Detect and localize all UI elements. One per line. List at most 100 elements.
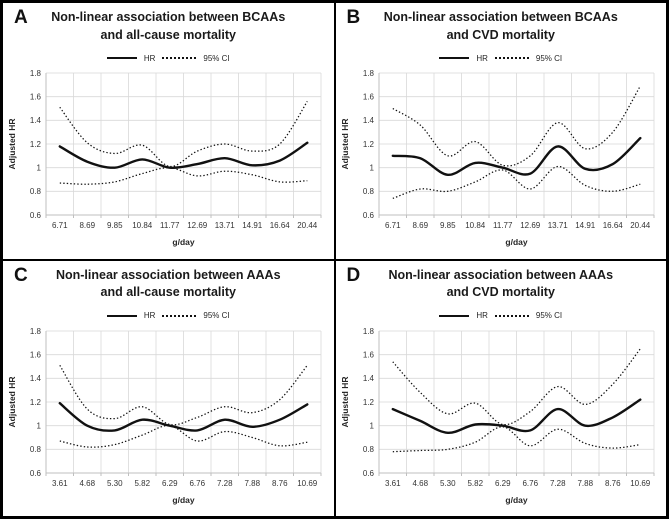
- panel-b-title-line2: and CVD mortality: [446, 27, 555, 42]
- panel-d-chart-title: Non-linear association between AAAs and …: [336, 267, 667, 302]
- axes: [378, 73, 655, 218]
- y-axis-labels: 0.6 0.8 1 1.2 1.4 1.6 1.8: [363, 69, 375, 220]
- panel-d-chart-plot: 0.6 0.8 1 1.2 1.4 1.6 1.8 3.61 4.68 5.30 5.82 6.29 6…: [340, 326, 655, 505]
- svg-text:14.91: 14.91: [575, 221, 596, 230]
- svg-text:1.2: 1.2: [30, 140, 42, 149]
- hr-line-sample-icon: [439, 57, 470, 59]
- svg-text:7.28: 7.28: [217, 479, 233, 488]
- hr-line: [58, 141, 309, 170]
- svg-text:1.6: 1.6: [30, 92, 42, 101]
- gridlines: [378, 72, 655, 216]
- y-axis-labels: 0.6 0.8 1 1.2 1.4 1.6 1.8: [30, 326, 42, 477]
- 95-ci-lower-line: [392, 165, 641, 199]
- svg-text:5.82: 5.82: [467, 479, 483, 488]
- svg-text:12.69: 12.69: [520, 221, 541, 230]
- panel-c: C Non-linear association between AAAs an…: [3, 260, 334, 516]
- legend-ci-label: 95% CI: [535, 53, 563, 63]
- gridlines: [45, 72, 322, 216]
- x-axis-labels: 6.71 8.69 9.85 10.84 11.77 12.69 13.71 14.91 16.…: [52, 221, 318, 230]
- legend-ci-label: 95% CI: [203, 311, 230, 320]
- y-axis-title: Adjusted HR: [7, 119, 17, 170]
- ci-line-sample-icon: [162, 314, 197, 317]
- legend-ci-label: 95% CI: [203, 53, 230, 63]
- panel-b-title-line1: Non-linear association between BCAAs: [383, 10, 618, 24]
- svg-text:20.44: 20.44: [630, 221, 651, 230]
- panel-b: B Non-linear association between BCAAs a…: [335, 3, 667, 259]
- svg-text:4.68: 4.68: [80, 479, 96, 488]
- svg-text:1.4: 1.4: [363, 116, 375, 125]
- panel-a-title-line1: Non-linear association between BCAAs: [51, 10, 286, 24]
- svg-text:11.77: 11.77: [493, 221, 513, 230]
- x-axis-title: g/day: [505, 237, 527, 247]
- hr-line: [58, 401, 309, 432]
- svg-text:16.64: 16.64: [270, 221, 291, 230]
- svg-text:0.8: 0.8: [30, 445, 42, 454]
- svg-text:10.69: 10.69: [297, 479, 318, 488]
- y-axis-title: Adjusted HR: [340, 376, 350, 427]
- svg-text:1.2: 1.2: [363, 140, 375, 149]
- svg-text:8.76: 8.76: [272, 479, 288, 488]
- svg-text:0.6: 0.6: [30, 468, 42, 477]
- panel-a-letter: A: [14, 7, 28, 28]
- panel-c-title-line1: Non-linear association between AAAs: [55, 267, 281, 282]
- ci-line-sample-icon: [494, 314, 529, 317]
- panel-b-legend: HR 95% CI: [336, 52, 667, 64]
- panel-c-title-line2: and all-cause mortality: [100, 285, 236, 299]
- svg-text:14.91: 14.91: [242, 221, 263, 230]
- svg-text:1.6: 1.6: [363, 92, 375, 101]
- panel-d-title-line2: and CVD mortality: [446, 285, 555, 299]
- svg-text:1.6: 1.6: [363, 350, 375, 359]
- svg-text:6.29: 6.29: [162, 479, 178, 488]
- svg-text:1: 1: [37, 421, 42, 430]
- svg-text:1.2: 1.2: [30, 397, 42, 406]
- hr-line-sample-icon: [106, 57, 137, 59]
- x-axis-title: g/day: [173, 495, 195, 505]
- panel-c-chart-title: Non-linear association between AAAs and …: [3, 267, 334, 302]
- hr-line-sample-icon: [439, 314, 470, 317]
- svg-text:8.69: 8.69: [80, 221, 96, 230]
- svg-text:1: 1: [37, 163, 42, 172]
- legend-ci-label: 95% CI: [535, 311, 563, 320]
- svg-text:0.6: 0.6: [363, 468, 375, 477]
- svg-text:13.71: 13.71: [215, 221, 236, 230]
- panel-d-title-line1: Non-linear association between AAAs: [388, 267, 614, 282]
- y-axis-title: Adjusted HR: [7, 376, 17, 427]
- gridlines: [378, 330, 655, 473]
- x-axis-title: g/day: [505, 495, 527, 505]
- panel-b-letter: B: [346, 7, 361, 28]
- svg-text:8.69: 8.69: [412, 221, 428, 230]
- panel-d-legend: HR 95% CI: [336, 310, 667, 322]
- panel-a: A Non-linear association between BCAAs a…: [3, 3, 334, 259]
- x-axis-title: g/day: [173, 237, 195, 247]
- legend-hr-label: HR: [476, 53, 488, 63]
- axes: [378, 330, 655, 476]
- svg-text:7.28: 7.28: [550, 479, 566, 488]
- panel-a-chart-plot: 0.6 0.8 1 1.2 1.4 1.6 1.8 6.71 8.69 9.85 10.84 11.7…: [7, 69, 322, 247]
- svg-text:1.4: 1.4: [30, 116, 42, 125]
- hr-line-sample-icon: [106, 314, 137, 317]
- y-axis-title: Adjusted HR: [340, 119, 350, 170]
- svg-text:1.8: 1.8: [30, 326, 42, 335]
- svg-text:5.30: 5.30: [440, 479, 456, 488]
- svg-text:7.88: 7.88: [245, 479, 261, 488]
- 95-ci-lower-line: [59, 424, 308, 448]
- svg-text:9.85: 9.85: [107, 221, 123, 230]
- svg-text:6.76: 6.76: [522, 479, 538, 488]
- panel-c-letter: C: [14, 264, 28, 286]
- svg-text:8.76: 8.76: [605, 479, 621, 488]
- panel-a-chart-title: Non-linear association between BCAAs and…: [3, 9, 334, 44]
- 95-ci-upper-line: [392, 85, 641, 167]
- svg-text:0.8: 0.8: [363, 445, 375, 454]
- y-axis-labels: 0.6 0.8 1 1.2 1.4 1.6 1.8: [30, 69, 42, 220]
- svg-text:1.8: 1.8: [363, 326, 375, 335]
- svg-text:0.8: 0.8: [363, 187, 375, 196]
- svg-text:1.8: 1.8: [363, 69, 375, 78]
- 95-ci-lower-line: [392, 425, 641, 452]
- svg-text:10.84: 10.84: [465, 221, 486, 230]
- x-axis-labels: 3.61 4.68 5.30 5.82 6.29 6.76 7.28 7.88 8.76 10.6…: [52, 479, 318, 488]
- ci-line-sample-icon: [162, 57, 197, 59]
- y-axis-labels: 0.6 0.8 1 1.2 1.4 1.6 1.8: [363, 326, 375, 477]
- 95-ci-lower-line: [60, 167, 308, 185]
- panel-a-title-line2: and all-cause mortality: [100, 27, 236, 42]
